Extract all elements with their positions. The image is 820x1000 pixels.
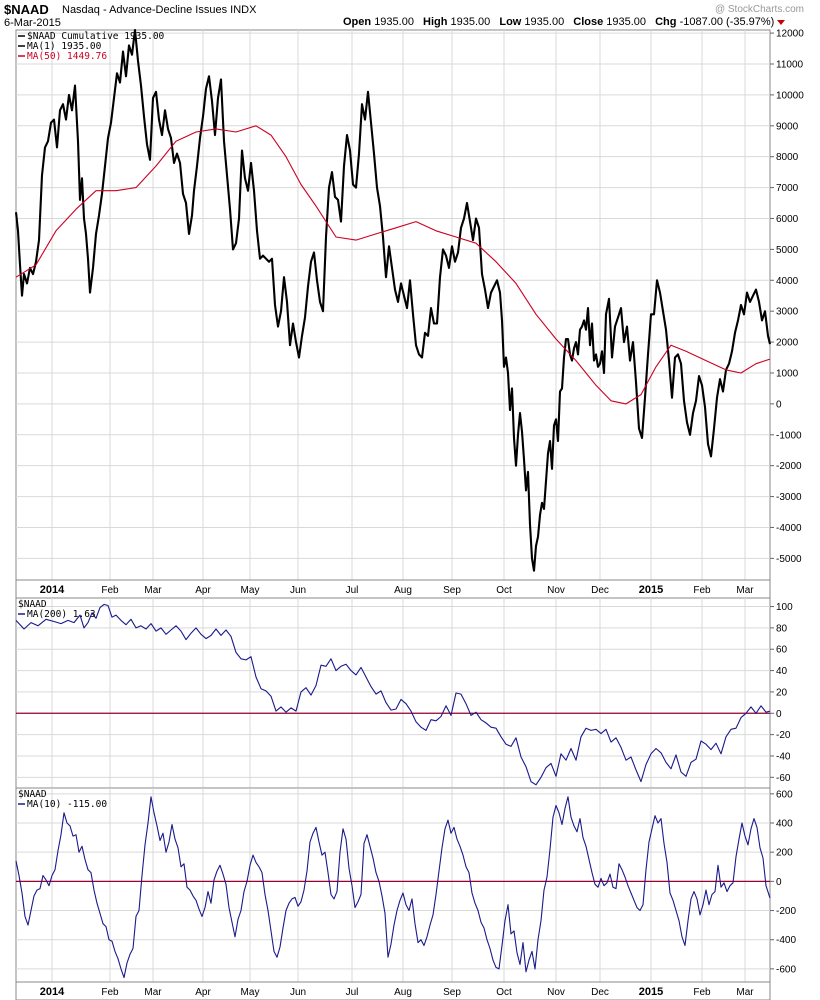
- open-label: Open: [343, 16, 372, 28]
- watermark: @ StockCharts.com: [714, 4, 804, 15]
- low-value: 1935.00: [524, 16, 565, 28]
- y-tick-label: 5000: [776, 245, 799, 256]
- chg-value: -1087.00 (-35.97%): [679, 16, 775, 28]
- x-tick-label: Apr: [195, 987, 211, 998]
- x-tick-label: Dec: [591, 987, 609, 998]
- legend-entry: MA(50) 1449.76: [27, 51, 107, 62]
- series-line-ma10: [15, 796, 771, 979]
- y-tick-label: -60: [776, 773, 791, 784]
- legend-entry: MA(1) 1935.00: [27, 41, 102, 52]
- x-tick-label: Sep: [443, 585, 461, 596]
- series-line-ma1: [14, 28, 772, 572]
- y-tick-label: 100: [776, 602, 793, 613]
- y-tick-label: -4000: [776, 523, 802, 534]
- y-tick-label: 400: [776, 819, 793, 830]
- x-tick-label: 2014: [40, 986, 65, 998]
- symbol-title: $NAAD: [4, 2, 49, 17]
- y-tick-label: -1000: [776, 430, 802, 441]
- x-tick-label: Mar: [736, 585, 754, 596]
- y-tick-label: 0: [776, 709, 782, 720]
- description-text: Nasdaq - Advance-Decline Issues: [62, 4, 228, 16]
- x-tick-label: May: [241, 585, 260, 596]
- x-tick-label: 2015: [639, 986, 663, 998]
- panel-frame: [15, 787, 771, 983]
- x-tick-label: Dec: [591, 585, 609, 596]
- x-tick-label: Feb: [101, 585, 119, 596]
- x-tick-label: Jul: [346, 987, 359, 998]
- y-tick-label: -3000: [776, 492, 802, 503]
- y-tick-label: 10000: [776, 90, 804, 101]
- y-tick-label: 200: [776, 848, 793, 859]
- x-tick-label: 2015: [639, 584, 663, 596]
- x-tick-label: Aug: [394, 585, 412, 596]
- x-tick-label: Oct: [496, 987, 512, 998]
- panel-frame: [15, 29, 771, 581]
- x-tick-label: May: [241, 987, 260, 998]
- x-tick-label: Mar: [736, 987, 754, 998]
- x-tick-label: 2014: [40, 584, 65, 596]
- down-arrow-icon: [777, 19, 786, 25]
- ohlc-readout: Open 1935.00 High 1935.00 Low 1935.00 Cl…: [343, 16, 786, 28]
- y-tick-label: -400: [776, 935, 796, 946]
- y-tick-label: -40: [776, 751, 791, 762]
- x-tick-label: Feb: [101, 987, 119, 998]
- x-tick-label: Nov: [547, 585, 565, 596]
- x-tick-label: Jun: [290, 987, 306, 998]
- y-tick-label: 3000: [776, 307, 799, 318]
- x-tick-label: Jul: [346, 585, 359, 596]
- y-tick-label: -200: [776, 906, 796, 917]
- x-tick-label: Apr: [195, 585, 211, 596]
- x-tick-label: Jun: [290, 585, 306, 596]
- y-tick-label: 11000: [776, 59, 804, 70]
- legend-entry: MA(200) 1.63: [27, 609, 96, 620]
- y-tick-label: 20: [776, 687, 788, 698]
- y-tick-label: 80: [776, 623, 788, 634]
- low-label: Low: [499, 16, 522, 28]
- open-value: 1935.00: [374, 16, 414, 28]
- exchange-text: INDX: [230, 4, 257, 16]
- high-label: High: [423, 16, 448, 28]
- x-tick-label: Mar: [144, 585, 162, 596]
- y-tick-label: -5000: [776, 554, 802, 565]
- legend-entry: $NAAD: [18, 599, 47, 610]
- x-tick-label: Aug: [394, 987, 412, 998]
- x-tick-label: Feb: [693, 987, 711, 998]
- y-tick-label: 7000: [776, 183, 799, 194]
- y-tick-label: 12000: [776, 29, 804, 40]
- y-tick-label: 8000: [776, 152, 799, 163]
- y-tick-label: -2000: [776, 461, 802, 472]
- panel-frame: [15, 597, 771, 789]
- close-label: Close: [573, 16, 604, 28]
- x-axis-band: [15, 981, 771, 1000]
- y-tick-label: 0: [776, 877, 782, 888]
- series-line-ma200: [15, 603, 771, 786]
- legend-entry: MA(10) -115.00: [27, 799, 107, 810]
- symbol-description: Nasdaq - Advance-Decline Issues INDX: [62, 4, 256, 16]
- chart-date: 6-Mar-2015: [4, 17, 61, 29]
- y-tick-label: 0: [776, 399, 782, 410]
- close-value: 1935.00: [606, 16, 647, 28]
- x-tick-label: Nov: [547, 987, 565, 998]
- y-tick-label: 9000: [776, 121, 799, 132]
- y-tick-label: 4000: [776, 276, 799, 287]
- legend-entry: $NAAD: [18, 789, 47, 800]
- y-tick-label: 60: [776, 645, 788, 656]
- y-tick-label: 2000: [776, 338, 799, 349]
- y-tick-label: 600: [776, 789, 793, 800]
- x-tick-label: Sep: [443, 987, 461, 998]
- y-tick-label: 6000: [776, 214, 799, 225]
- series-line-ma50: [15, 125, 771, 405]
- x-tick-label: Feb: [693, 585, 711, 596]
- y-tick-label: 1000: [776, 368, 799, 379]
- x-tick-label: Mar: [144, 987, 162, 998]
- x-tick-label: Oct: [496, 585, 512, 596]
- y-tick-label: 40: [776, 666, 788, 677]
- high-value: 1935.00: [450, 16, 491, 28]
- y-tick-label: -600: [776, 964, 796, 975]
- chg-label: Chg: [655, 16, 677, 28]
- legend-entry: $NAAD Cumulative 1935.00: [27, 31, 165, 42]
- y-tick-label: -20: [776, 730, 791, 741]
